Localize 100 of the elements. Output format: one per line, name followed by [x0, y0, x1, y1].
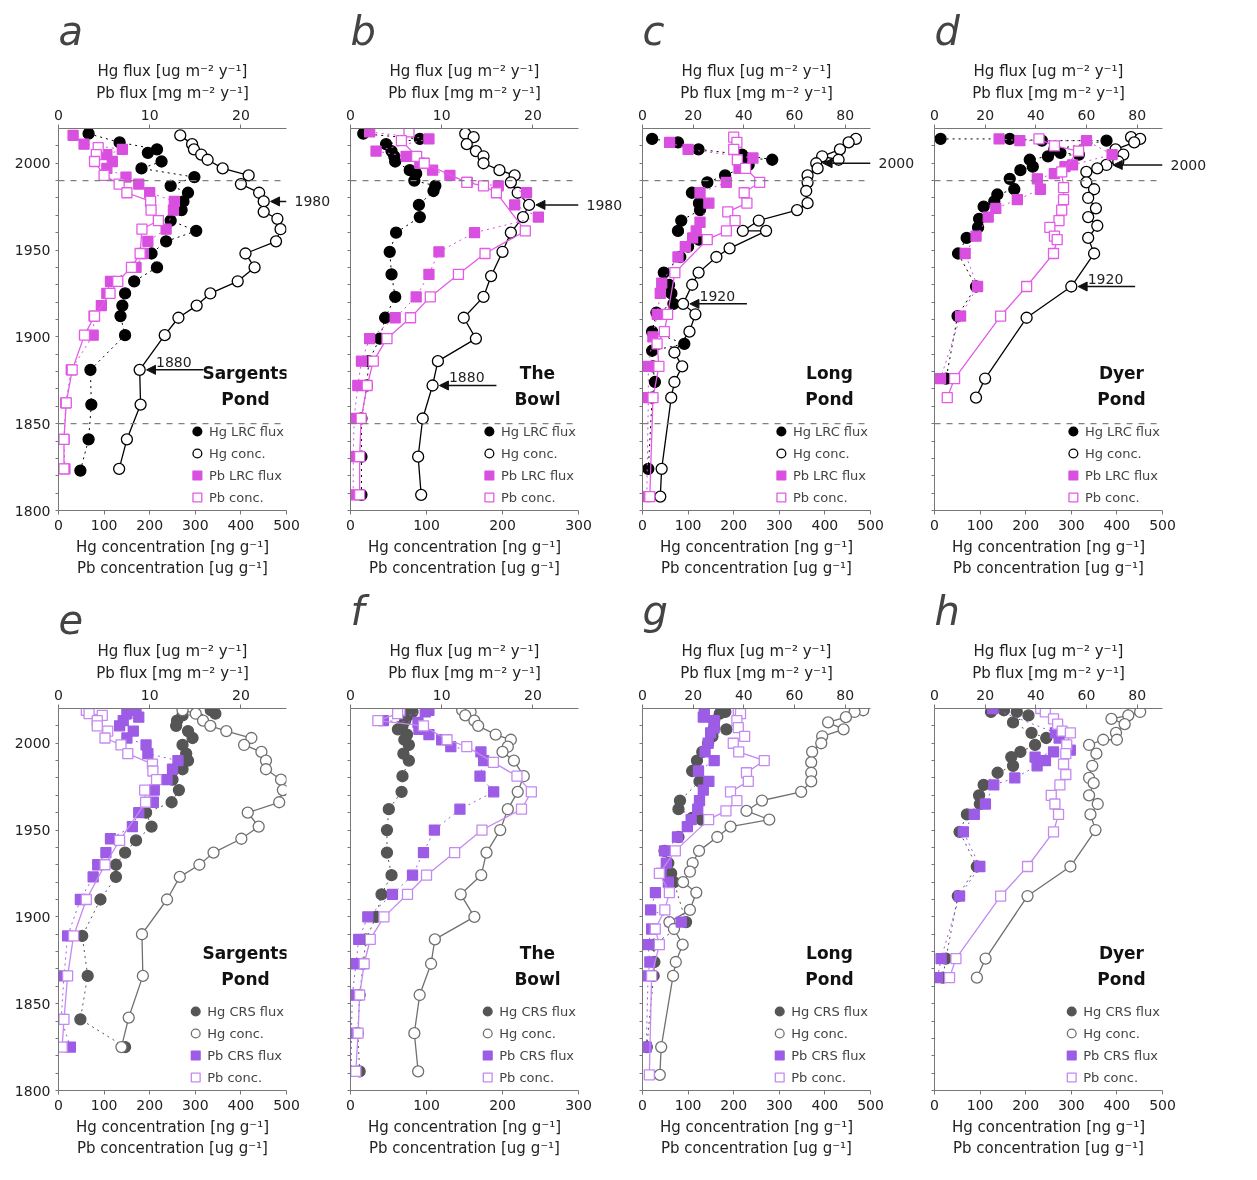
x2-tick-label: 0: [346, 106, 355, 123]
x-tick-label: 300: [1057, 516, 1085, 533]
legend-label: Hg LRC flux: [208, 422, 284, 441]
legend-label: Pb conc.: [500, 488, 556, 507]
x2-tick-label: 80: [836, 686, 855, 703]
y-tick-label: 1950: [14, 822, 51, 839]
x-tick-label: 200: [489, 1096, 516, 1113]
x2-tick-label: 20: [976, 686, 995, 703]
x-tick-label: 200: [1012, 516, 1040, 533]
x2-tick-label: 40: [734, 106, 753, 123]
x2-axis-title: Hg flux [ug m⁻² y⁻¹] Pb flux [mg m⁻² y⁻¹]: [96, 641, 249, 682]
legend-label: Pb LRC flux: [500, 466, 575, 485]
x2-tick-label: 40: [1026, 686, 1045, 703]
x-axis-title: Hg concentration [ng g⁻¹] Pb concentration [ug g⁻¹]: [75, 1117, 270, 1158]
x2-tick-label: 60: [1077, 106, 1096, 123]
x2-tick-label: 60: [785, 686, 804, 703]
x-tick-label: 500: [857, 516, 884, 533]
annotation: Dyer Pond: [1097, 943, 1146, 990]
legend-label: Hg LRC flux: [1084, 422, 1160, 441]
chart-title: c: [642, 7, 665, 54]
annotation: 2000: [878, 155, 915, 172]
x2-tick-label: 80: [1128, 106, 1147, 123]
x2-tick-label: 20: [231, 106, 250, 123]
chart-title: e: [58, 596, 84, 643]
legend-label: Hg conc.: [208, 444, 266, 463]
x2-tick-label: 0: [638, 686, 647, 703]
x2-axis-title: Hg flux [ug m⁻² y⁻¹] Pb flux [mg m⁻² y⁻¹]: [388, 641, 541, 682]
annotation: The Bowl: [514, 363, 561, 410]
annotation: 1880: [448, 369, 485, 386]
legend-label: Pb CRS flux: [1083, 1046, 1159, 1065]
legend-label: Pb CRS flux: [207, 1046, 283, 1065]
x2-tick-label: 20: [523, 686, 542, 703]
x-tick-label: 400: [227, 516, 255, 533]
annotation: 1980: [586, 196, 623, 213]
x-tick-label: 100: [674, 516, 702, 533]
legend-label: Pb conc.: [1084, 488, 1140, 507]
chart-title: b: [350, 7, 376, 54]
annotation: 1920: [699, 287, 736, 304]
chart-title: f: [350, 587, 371, 634]
legend-label: Pb conc.: [207, 1068, 263, 1087]
x2-tick-label: 0: [54, 686, 63, 703]
x-tick-label: 0: [346, 516, 355, 533]
x-tick-label: 100: [90, 1096, 118, 1113]
x-tick-label: 300: [565, 516, 592, 533]
x2-tick-label: 0: [638, 106, 647, 123]
annotation: 1880: [156, 353, 192, 370]
legend-label: Hg conc.: [792, 444, 850, 463]
x2-tick-label: 20: [231, 686, 250, 703]
x2-tick-label: 10: [140, 106, 159, 123]
y-tick-label: 1900: [14, 908, 51, 925]
legend-label: Pb LRC flux: [792, 466, 867, 485]
x-tick-label: 500: [1149, 1096, 1176, 1113]
legend-label: Hg conc.: [499, 1024, 556, 1043]
x-tick-label: 200: [720, 1096, 748, 1113]
legend-label: Pb conc.: [1083, 1068, 1139, 1087]
x-tick-label: 300: [181, 1096, 209, 1113]
x-tick-label: 300: [565, 1096, 592, 1113]
x-tick-label: 0: [54, 1096, 63, 1113]
x-axis-title: Hg concentration [ng g⁻¹] Pb concentration [ug g⁻¹]: [367, 537, 562, 578]
x2-tick-label: 80: [836, 106, 855, 123]
x-tick-label: 300: [1057, 1096, 1085, 1113]
y-tick-label: 2000: [14, 735, 51, 752]
x2-tick-label: 20: [684, 106, 703, 123]
y-tick-label: 2000: [14, 155, 51, 172]
legend-label: Hg conc.: [791, 1024, 848, 1043]
legend-label: Pb CRS flux: [499, 1046, 575, 1065]
y-tick-label: 1800: [14, 502, 51, 519]
legend-label: Pb LRC flux: [1084, 466, 1159, 485]
y-tick-label: 1850: [14, 995, 51, 1012]
x-tick-label: 0: [346, 1096, 355, 1113]
x-tick-label: 200: [1012, 1096, 1040, 1113]
legend-label: Pb conc.: [208, 488, 264, 507]
x-tick-label: 300: [181, 516, 209, 533]
chart-title: h: [934, 587, 960, 634]
x2-tick-label: 80: [1128, 686, 1147, 703]
chart-title: d: [934, 7, 961, 54]
y-tick-label: 1950: [14, 242, 51, 259]
annotation: 1920: [1087, 270, 1124, 287]
x-tick-label: 200: [136, 516, 164, 533]
x-tick-label: 500: [1149, 516, 1176, 533]
x2-tick-label: 60: [1077, 686, 1096, 703]
x-tick-label: 500: [857, 1096, 884, 1113]
x-tick-label: 0: [930, 1096, 939, 1113]
x-axis-title: Hg concentration [ng g⁻¹] Pb concentration [ug g⁻¹]: [659, 537, 854, 578]
x2-axis-title: Hg flux [ug m⁻² y⁻¹] Pb flux [mg m⁻² y⁻¹]: [972, 641, 1125, 682]
legend-label: Hg conc.: [500, 444, 558, 463]
y-tick-label: 1900: [14, 328, 51, 345]
x-axis-title: Hg concentration [ng g⁻¹] Pb concentration [ug g⁻¹]: [951, 1117, 1146, 1158]
x-axis-title: Hg concentration [ng g⁻¹] Pb concentration [ug g⁻¹]: [75, 537, 270, 578]
y-tick-label: 1800: [14, 1082, 51, 1099]
legend-label: Hg CRS flux: [791, 1002, 868, 1021]
annotation: 2000: [1170, 156, 1207, 173]
x-tick-label: 0: [930, 516, 939, 533]
chart-title: g: [642, 587, 668, 634]
x-tick-label: 0: [638, 1096, 647, 1113]
y-tick-label: 1850: [14, 415, 51, 432]
x-axis-title: Hg concentration [ng g⁻¹] Pb concentration [ug g⁻¹]: [367, 1117, 562, 1158]
x-tick-label: 300: [765, 1096, 793, 1113]
x-axis-title: Hg concentration [ng g⁻¹] Pb concentration [ug g⁻¹]: [659, 1117, 854, 1158]
x-tick-label: 500: [273, 1096, 300, 1113]
